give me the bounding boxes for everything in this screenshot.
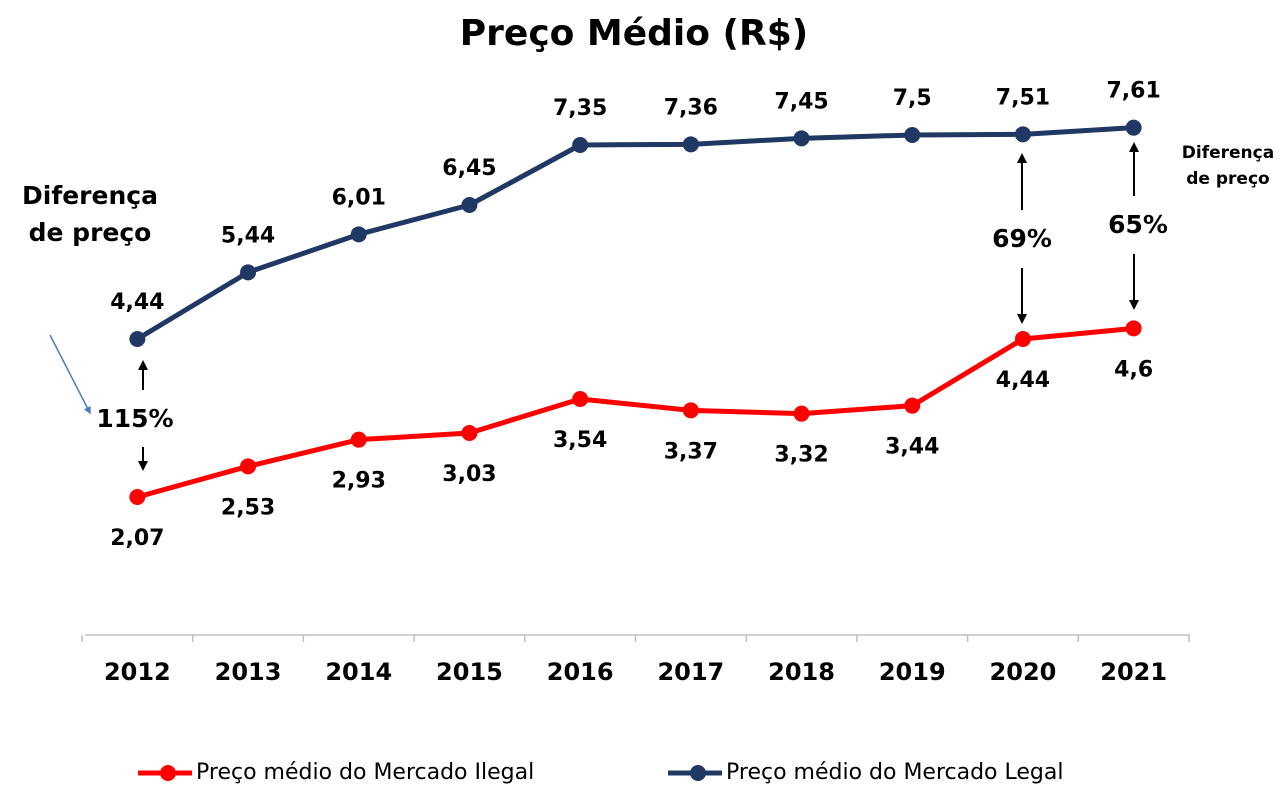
data-point — [1014, 331, 1031, 347]
data-point — [1014, 126, 1031, 143]
data-label: 3,03 — [442, 462, 496, 487]
x-tick-label: 2017 — [657, 658, 724, 686]
data-point — [1125, 320, 1142, 337]
legend-marker — [690, 765, 706, 781]
annotation: de preço — [29, 218, 152, 247]
annotation: 69% — [992, 224, 1052, 253]
data-label: 2,93 — [332, 469, 386, 494]
x-tick-label: 2014 — [325, 658, 392, 686]
data-label: 3,44 — [885, 435, 939, 460]
annotation: 65% — [1108, 210, 1168, 239]
annotation: Diferença — [22, 181, 158, 210]
data-point — [793, 130, 810, 147]
data-point — [240, 458, 257, 475]
arrows — [138, 142, 1139, 471]
legend-label: Preço médio do Mercado Legal — [726, 760, 1063, 785]
x-tick-label: 2016 — [547, 658, 614, 686]
data-point — [793, 405, 810, 422]
pointer-arrow — [49, 334, 91, 415]
x-tick-label: 2020 — [990, 658, 1057, 686]
x-tick-label: 2018 — [768, 658, 835, 686]
data-point — [350, 226, 367, 243]
legend-marker — [160, 765, 176, 781]
data-label: 7,36 — [664, 95, 718, 120]
data-label: 5,44 — [221, 223, 275, 248]
annotation: de preço — [1186, 169, 1269, 189]
x-tick-label: 2019 — [879, 658, 946, 686]
data-label: 7,51 — [996, 85, 1050, 110]
data-label: 6,45 — [442, 156, 496, 181]
data-point — [682, 402, 699, 419]
data-label: 6,01 — [332, 185, 386, 210]
x-tick-label: 2015 — [436, 658, 503, 686]
data-point — [904, 397, 921, 414]
data-label: 4,6 — [1114, 357, 1153, 382]
data-point — [682, 136, 699, 153]
data-point — [1125, 119, 1142, 136]
data-label: 7,61 — [1107, 79, 1161, 104]
data-label: 4,44 — [110, 290, 164, 315]
series-line — [136, 325, 1134, 500]
x-tick-label: 2013 — [215, 658, 282, 686]
x-tick-label: 2021 — [1100, 658, 1167, 686]
data-label: 2,53 — [221, 495, 275, 520]
data-label: 3,37 — [664, 439, 718, 464]
data-point — [129, 331, 146, 347]
data-point — [240, 264, 257, 281]
data-point — [904, 127, 921, 143]
chart-title: Preço Médio (R$) — [460, 13, 808, 54]
annotation: 115% — [96, 404, 173, 433]
data-label: 4,44 — [996, 368, 1050, 393]
data-label: 2,07 — [110, 526, 164, 551]
data-label: 7,5 — [893, 86, 932, 111]
legend-label: Preço médio do Mercado Ilegal — [196, 760, 534, 785]
data-point — [129, 489, 146, 505]
series-line — [136, 125, 1134, 342]
annotation: Diferença — [1182, 143, 1274, 163]
x-tick-label: 2012 — [104, 658, 171, 686]
data-point — [461, 425, 478, 441]
data-point — [461, 197, 478, 213]
data-point — [572, 137, 589, 153]
data-label: 7,35 — [553, 96, 607, 121]
data-point — [572, 391, 589, 407]
data-label: 7,45 — [774, 89, 828, 114]
data-point — [350, 431, 367, 448]
data-label: 3,32 — [774, 443, 828, 468]
data-label: 3,54 — [553, 428, 607, 453]
